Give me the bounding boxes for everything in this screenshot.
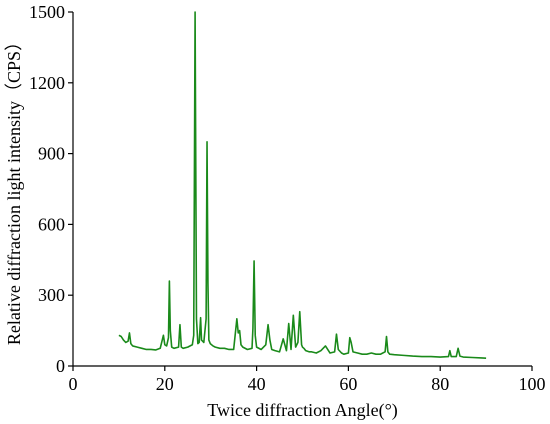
plot-area (118, 11, 487, 360)
x-tick-label: 100 (519, 374, 546, 394)
y-tick-label: 300 (38, 285, 65, 305)
x-tick-label: 40 (248, 374, 266, 394)
y-tick-label: 0 (56, 356, 65, 376)
x-axis-title: Twice diffraction Angle(°) (207, 400, 398, 421)
x-ticks: 0 20 40 60 80 100 (69, 366, 546, 394)
y-tick-label: 900 (38, 144, 65, 164)
y-tick-label: 600 (38, 214, 65, 234)
y-tick-label: 1200 (29, 73, 65, 93)
y-ticks: 0 300 600 900 1200 1500 (29, 2, 73, 376)
x-tick-label: 60 (339, 374, 357, 394)
x-tick-label: 0 (69, 374, 78, 394)
y-tick-label: 1500 (29, 2, 65, 22)
x-tick-label: 20 (156, 374, 174, 394)
series-line (118, 11, 487, 360)
y-axis-title: Relative diffraction light intensity（CPS… (4, 33, 24, 345)
x-tick-label: 80 (431, 374, 449, 394)
